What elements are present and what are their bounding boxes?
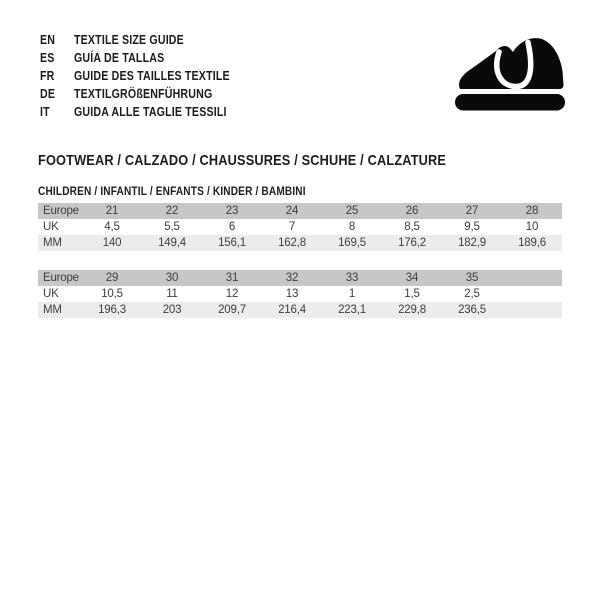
size-table-eu-29-35: Europe 29 30 31 32 33 34 35 UK 10,5 11 1…	[38, 270, 562, 318]
language-code: EN	[40, 33, 56, 47]
table-cell: 10,5	[101, 288, 123, 300]
section-title: FOOTWEAR / CALZADO / CHAUSSURES / SCHUHE…	[38, 152, 447, 169]
table-cell: 26	[405, 205, 419, 217]
row-label: Europe	[43, 205, 79, 217]
table-cell	[502, 286, 562, 302]
row-label: MM	[43, 304, 62, 316]
table-cell: 162,8	[278, 237, 306, 249]
language-title: TEXTILE SIZE GUIDE	[74, 33, 184, 47]
table-cell: 32	[285, 272, 299, 284]
table-row-europe: Europe 21 22 23 24 25 26 27 28	[38, 203, 562, 219]
table-cell: 34	[405, 272, 419, 284]
language-code: DE	[40, 87, 56, 101]
table-cell: 189,6	[518, 237, 546, 249]
language-row: IT GUIDA ALLE TAGLIE TESSILI	[40, 103, 257, 121]
table-cell: 30	[165, 272, 179, 284]
table-cell: 23	[225, 205, 239, 217]
table-cell: 236,5	[458, 304, 486, 316]
table-cell: 24	[285, 205, 299, 217]
table-cell: 31	[225, 272, 239, 284]
table-cell: 27	[465, 205, 479, 217]
table-cell: 13	[285, 288, 299, 300]
language-title: GUÍA DE TALLAS	[74, 51, 165, 65]
table-cell: 8,5	[404, 221, 420, 233]
table-cell: 196,3	[98, 304, 126, 316]
table-row-mm: MM 140 149,4 156,1 162,8 169,5 176,2 182…	[38, 235, 562, 251]
table-cell: 25	[345, 205, 359, 217]
row-label: UK	[43, 288, 59, 300]
table-cell: 5,5	[164, 221, 180, 233]
table-cell: 1,5	[404, 288, 420, 300]
language-title: GUIDA ALLE TAGLIE TESSILI	[74, 105, 227, 119]
language-row: EN TEXTILE SIZE GUIDE	[40, 31, 257, 49]
table-cell: 35	[465, 272, 479, 284]
table-cell: 9,5	[464, 221, 480, 233]
language-row: FR GUIDE DES TAILLES TEXTILE	[40, 67, 257, 85]
language-title: TEXTILGRÖßENFÜHRUNG	[74, 87, 213, 101]
language-row: DE TEXTILGRÖßENFÜHRUNG	[40, 85, 257, 103]
table-cell: 1	[348, 288, 356, 300]
table-cell: 33	[345, 272, 359, 284]
table-cell: 229,8	[398, 304, 426, 316]
table-cell: 11	[166, 288, 178, 300]
section-subtitle: CHILDREN / INFANTIL / ENFANTS / KINDER /…	[38, 184, 306, 198]
table-cell: 140	[102, 237, 122, 249]
table-cell: 28	[525, 205, 539, 217]
table-cell: 203	[162, 304, 182, 316]
table-cell: 2,5	[464, 288, 480, 300]
language-code: FR	[40, 69, 55, 83]
table-cell: 8	[348, 221, 356, 233]
language-title-list: EN TEXTILE SIZE GUIDE ES GUÍA DE TALLAS …	[40, 31, 257, 121]
language-code: ES	[40, 51, 55, 65]
table-cell	[502, 302, 562, 318]
language-title: GUIDE DES TAILLES TEXTILE	[74, 69, 230, 83]
size-table-eu-21-28: Europe 21 22 23 24 25 26 27 28 UK 4,5 5,…	[38, 203, 562, 251]
table-cell: 169,5	[338, 237, 366, 249]
table-cell: 216,4	[278, 304, 306, 316]
table-cell: 4,5	[104, 221, 120, 233]
table-cell: 223,1	[338, 304, 366, 316]
table-cell: 182,9	[458, 237, 486, 249]
table-row-mm: MM 196,3 203 209,7 216,4 223,1 229,8 236…	[38, 302, 562, 318]
table-cell: 209,7	[218, 304, 246, 316]
table-cell: 12	[225, 288, 239, 300]
table-cell: 6	[228, 221, 236, 233]
row-label: MM	[43, 237, 62, 249]
table-cell: 176,2	[398, 237, 426, 249]
table-cell: 29	[105, 272, 119, 284]
table-row-uk: UK 10,5 11 12 13 1 1,5 2,5	[38, 286, 562, 302]
row-label: Europe	[43, 272, 79, 284]
table-cell: 149,4	[158, 237, 186, 249]
children-shoe-icon	[455, 38, 565, 111]
row-label: UK	[43, 221, 59, 233]
language-row: ES GUÍA DE TALLAS	[40, 49, 257, 67]
table-cell	[502, 270, 562, 286]
table-cell: 7	[288, 221, 296, 233]
table-cell: 22	[165, 205, 179, 217]
table-row-uk: UK 4,5 5,5 6 7 8 8,5 9,5 10	[38, 219, 562, 235]
table-cell: 156,1	[218, 237, 246, 249]
table-cell: 10	[525, 221, 539, 233]
table-cell: 21	[105, 205, 119, 217]
table-row-europe: Europe 29 30 31 32 33 34 35	[38, 270, 562, 286]
language-code: IT	[40, 105, 50, 119]
